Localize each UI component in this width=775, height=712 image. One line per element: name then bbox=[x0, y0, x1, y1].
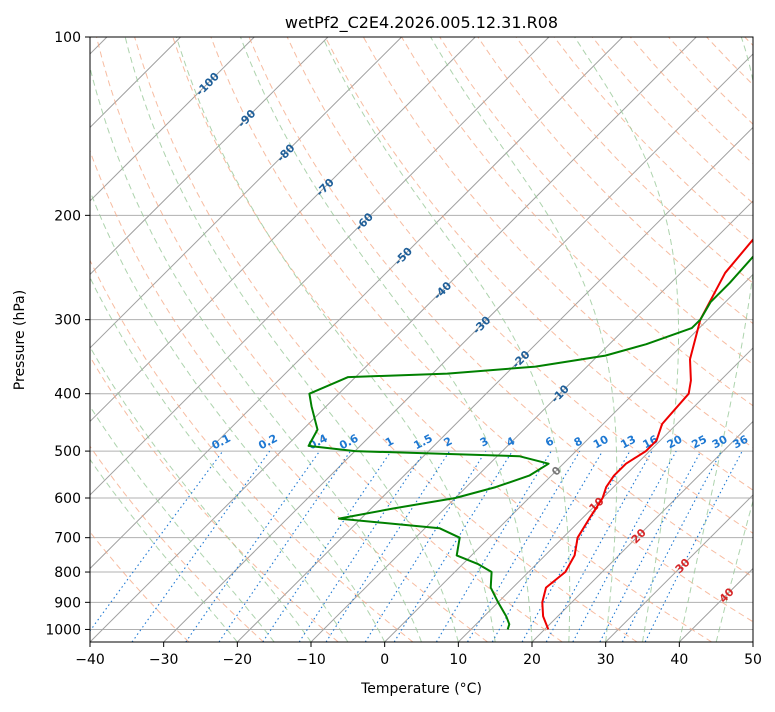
x-tick-label: 30 bbox=[597, 652, 615, 668]
x-tick-label: −10 bbox=[296, 652, 326, 668]
y-tick-label: 600 bbox=[54, 491, 81, 507]
x-tick-label: −30 bbox=[149, 652, 179, 668]
y-tick-label: 800 bbox=[54, 565, 81, 581]
x-axis-label: Temperature (°C) bbox=[360, 681, 482, 697]
y-tick-label: 500 bbox=[54, 444, 81, 460]
y-tick-label: 1000 bbox=[45, 622, 81, 638]
y-tick-label: 400 bbox=[54, 387, 81, 403]
x-tick-label: 50 bbox=[744, 652, 762, 668]
x-tick-label: −40 bbox=[75, 652, 105, 668]
y-tick-label: 300 bbox=[54, 313, 81, 329]
x-tick-label: 10 bbox=[449, 652, 467, 668]
x-tick-label: 40 bbox=[670, 652, 688, 668]
y-axis-label: Pressure (hPa) bbox=[12, 290, 28, 390]
x-tick-label: −20 bbox=[223, 652, 253, 668]
y-tick-label: 100 bbox=[54, 30, 81, 46]
y-tick-label: 700 bbox=[54, 531, 81, 547]
y-tick-label: 200 bbox=[54, 208, 81, 224]
x-tick-label: 20 bbox=[523, 652, 541, 668]
x-tick-label: 0 bbox=[380, 652, 389, 668]
chart-title: wetPf2_C2E4.2026.005.12.31.R08 bbox=[285, 13, 558, 33]
y-tick-label: 900 bbox=[54, 595, 81, 611]
